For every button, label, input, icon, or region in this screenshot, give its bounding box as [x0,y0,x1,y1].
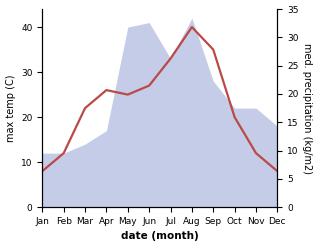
X-axis label: date (month): date (month) [121,231,199,242]
Y-axis label: max temp (C): max temp (C) [5,74,16,142]
Y-axis label: med. precipitation (kg/m2): med. precipitation (kg/m2) [302,43,313,174]
